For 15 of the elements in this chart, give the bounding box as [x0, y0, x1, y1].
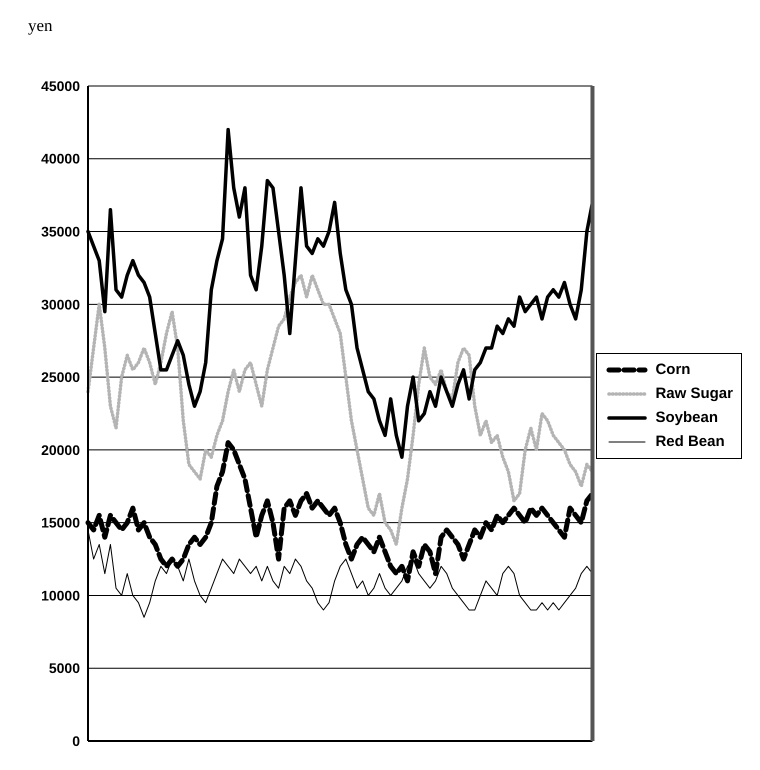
y-tick-label: 40000 [41, 150, 80, 167]
legend-label: Raw Sugar [655, 384, 733, 404]
y-tick-label: 5000 [48, 660, 80, 676]
y-tick-label: 15000 [41, 514, 80, 531]
y-tick-label: 35000 [41, 224, 80, 240]
y-tick-label: 30000 [41, 296, 80, 312]
y-tick-label: 45000 [41, 78, 80, 94]
legend-label: Soybean [655, 408, 718, 428]
y-tick-label: 0 [72, 732, 80, 749]
y-axis-title: yen [27, 15, 54, 37]
y-tick-label: 10000 [41, 587, 80, 604]
y-tick-label: 25000 [41, 369, 80, 386]
legend-label: Red Bean [655, 432, 725, 452]
y-tick-label: 20000 [41, 442, 80, 458]
legend-label: Corn [655, 360, 690, 380]
